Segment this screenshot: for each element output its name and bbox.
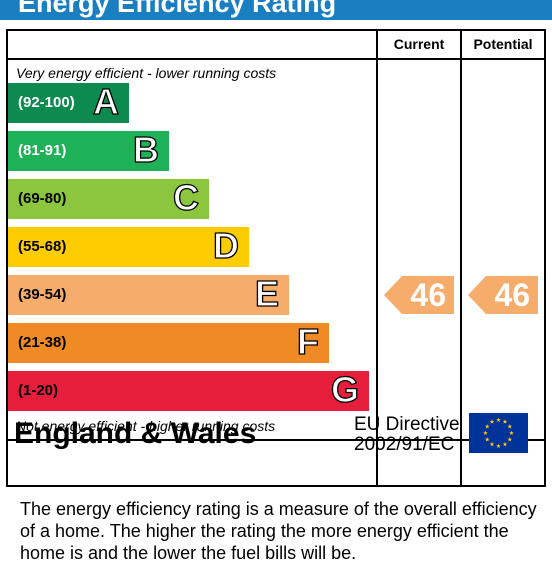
rating-band-b: (81-91) B bbox=[8, 129, 169, 171]
band-range-label: (1-20) bbox=[18, 382, 59, 399]
flag-star bbox=[496, 443, 501, 448]
page-title: Energy Efficiency Rating bbox=[18, 0, 337, 18]
rating-band-a: (92-100) A bbox=[8, 81, 129, 123]
flag-star bbox=[483, 430, 488, 435]
eu-flag-icon bbox=[469, 413, 528, 453]
column-divider-potential bbox=[460, 31, 462, 485]
region-label: England & Wales bbox=[14, 417, 257, 450]
rating-band-d: (55-68) D bbox=[8, 225, 249, 267]
header-divider bbox=[8, 58, 544, 60]
band-range-label: (81-91) bbox=[18, 142, 67, 159]
current-rating-arrow: 46 bbox=[384, 276, 454, 314]
potential-rating-arrow: 46 bbox=[468, 276, 538, 314]
rating-value: 46 bbox=[410, 277, 446, 313]
column-divider-current bbox=[376, 31, 378, 485]
flag-star bbox=[507, 424, 513, 429]
band-letter-label: D bbox=[212, 225, 239, 266]
rating-band-g: (1-20) G bbox=[8, 369, 369, 411]
band-letter-label: E bbox=[254, 273, 279, 314]
flag-star bbox=[496, 417, 501, 422]
flag-star bbox=[502, 419, 508, 424]
description-text: The energy efficiency rating is a measur… bbox=[20, 499, 537, 563]
eu-directive-code: 2002/91/EC bbox=[354, 434, 455, 455]
band-letter-label: B bbox=[132, 129, 159, 170]
rating-chart: Current Potential Very energy efficient … bbox=[6, 29, 546, 487]
arrow-shape bbox=[468, 276, 538, 314]
flag-star bbox=[489, 419, 495, 424]
band-letter-label: A bbox=[92, 81, 119, 122]
band-range-label: (69-80) bbox=[18, 190, 67, 207]
flag-star bbox=[502, 441, 508, 447]
band-range-label: (21-38) bbox=[18, 334, 67, 351]
header-bar: Energy Efficiency Rating bbox=[0, 0, 552, 20]
band-letter-label: G bbox=[330, 369, 359, 410]
footer-divider bbox=[8, 439, 544, 441]
rating-band-c: (69-80) C bbox=[8, 177, 209, 219]
flag-star bbox=[484, 437, 490, 442]
current-column-header: Current bbox=[393, 36, 445, 52]
band-letter-label: F bbox=[296, 321, 319, 362]
eu-directive-label: EU Directive bbox=[354, 414, 460, 435]
top-note: Very energy efficient - lower running co… bbox=[16, 65, 277, 81]
band-letter-label: C bbox=[172, 177, 199, 218]
flag-star bbox=[509, 430, 514, 435]
rating-band-f: (21-38) F bbox=[8, 321, 329, 363]
flag-star bbox=[484, 424, 490, 429]
band-range-label: (39-54) bbox=[18, 286, 67, 303]
arrow-shape bbox=[384, 276, 454, 314]
rating-band-e: (39-54) E bbox=[8, 273, 289, 315]
bottom-note: Not energy efficient - higher running co… bbox=[16, 418, 276, 434]
flag-star bbox=[489, 441, 495, 447]
band-range-label: (92-100) bbox=[18, 94, 75, 111]
flag-star bbox=[507, 437, 513, 442]
rating-value: 46 bbox=[494, 277, 530, 313]
band-range-label: (55-68) bbox=[18, 238, 67, 255]
potential-column-header: Potential bbox=[473, 36, 533, 52]
